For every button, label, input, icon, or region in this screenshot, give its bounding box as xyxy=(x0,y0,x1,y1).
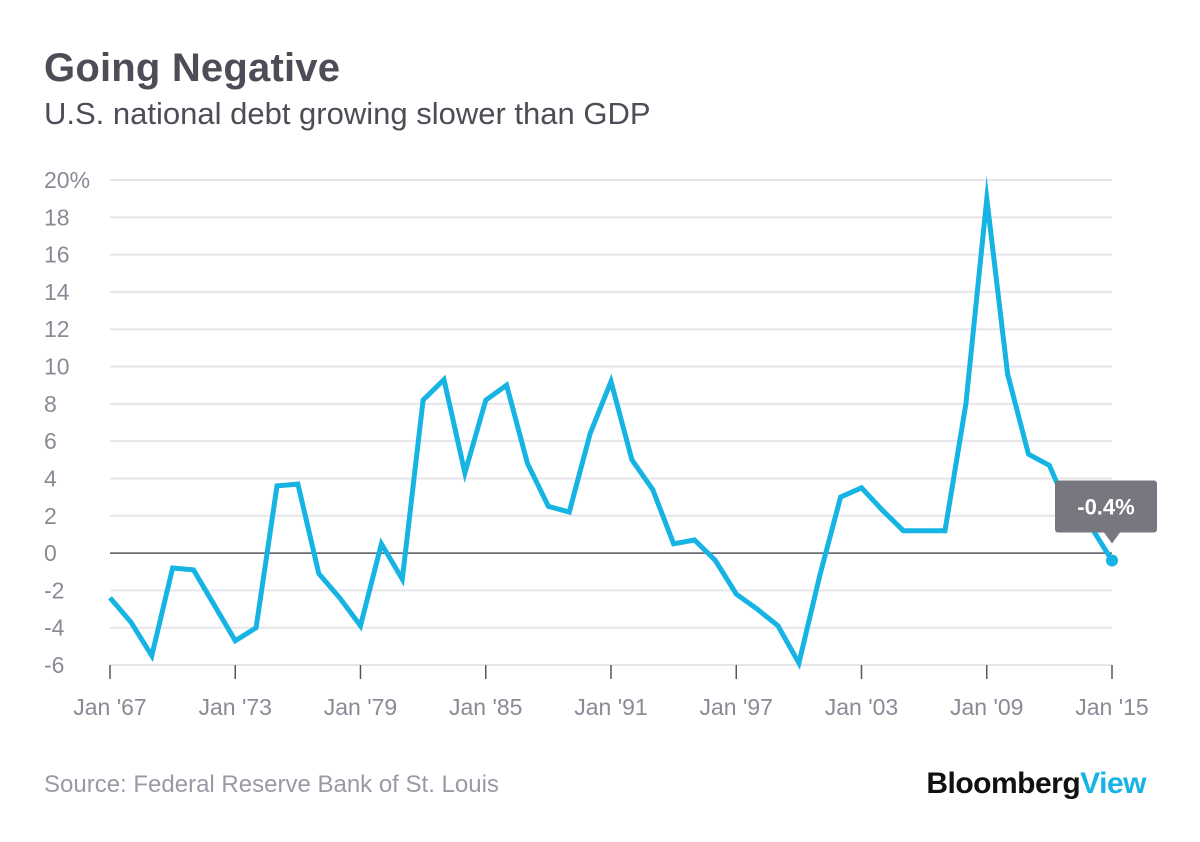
chart-title: Going Negative xyxy=(44,46,341,90)
callout-box xyxy=(1055,480,1157,533)
y-axis-ticks: 20% 18 16 14 12 10 8 6 4 2 0 -2 -4 -6 xyxy=(44,167,90,678)
y-tick-label: 16 xyxy=(44,242,70,268)
x-tick-label: Jan '91 xyxy=(574,694,647,720)
callout-label: -0.4% xyxy=(1077,495,1134,520)
y-tick-label: 8 xyxy=(44,391,57,417)
y-tick-label: 14 xyxy=(44,279,70,305)
chart-subtitle: U.S. national debt growing slower than G… xyxy=(44,96,651,131)
x-tick-label: Jan '85 xyxy=(449,694,522,720)
series-layer xyxy=(108,175,1115,670)
y-tick-label: 12 xyxy=(44,316,70,342)
y-tick-label: 2 xyxy=(44,503,57,529)
y-tick-label: -2 xyxy=(44,577,64,603)
last-point-marker xyxy=(1106,554,1118,567)
y-tick-label: 20% xyxy=(44,167,90,193)
series-line xyxy=(108,175,1115,670)
callout-pointer xyxy=(1104,532,1120,544)
y-tick-label: -4 xyxy=(44,615,65,641)
x-tick-label: Jan '97 xyxy=(700,694,773,720)
source-note: Source: Federal Reserve Bank of St. Loui… xyxy=(44,771,499,798)
y-tick-label: -6 xyxy=(44,652,64,678)
brand-primary: Bloomberg xyxy=(926,767,1081,800)
y-tick-label: 6 xyxy=(44,428,57,454)
x-tick-label: Jan '09 xyxy=(950,694,1023,720)
y-tick-label: 0 xyxy=(44,540,57,566)
brand-secondary: View xyxy=(1080,767,1146,800)
x-tick-label: Jan '67 xyxy=(73,694,146,720)
x-tick-label: Jan '79 xyxy=(324,694,397,720)
brand-logo: BloombergView xyxy=(926,767,1146,801)
x-tick-label: Jan '73 xyxy=(199,694,272,720)
y-tick-label: 10 xyxy=(44,354,70,380)
grid-lines xyxy=(110,179,1112,666)
y-tick-label: 4 xyxy=(44,465,57,491)
x-axis-ticks: Jan '67 Jan '73 Jan '79 Jan '85 Jan '91 Jan '… xyxy=(73,665,1149,720)
x-tick-label: Jan '03 xyxy=(825,694,898,720)
x-tick-label: Jan '15 xyxy=(1075,694,1148,720)
y-tick-label: 18 xyxy=(44,204,70,230)
annotation-layer: -0.4% xyxy=(1055,480,1157,567)
